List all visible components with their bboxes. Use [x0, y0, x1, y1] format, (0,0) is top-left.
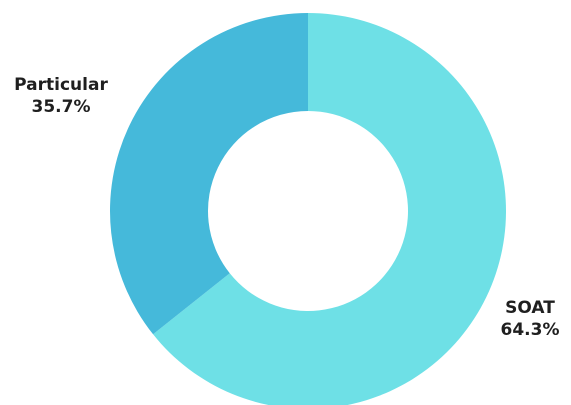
slice-label-particular: Particular 35.7%: [6, 74, 116, 118]
slice-particular: [110, 13, 309, 335]
slice-name-particular: Particular: [14, 75, 108, 95]
slice-value-particular: 35.7%: [31, 97, 91, 117]
slice-soat: [153, 13, 506, 405]
slice-label-soat: SOAT 64.3%: [490, 297, 570, 341]
slice-name-soat: SOAT: [505, 298, 555, 318]
slice-value-soat: 64.3%: [500, 320, 560, 340]
